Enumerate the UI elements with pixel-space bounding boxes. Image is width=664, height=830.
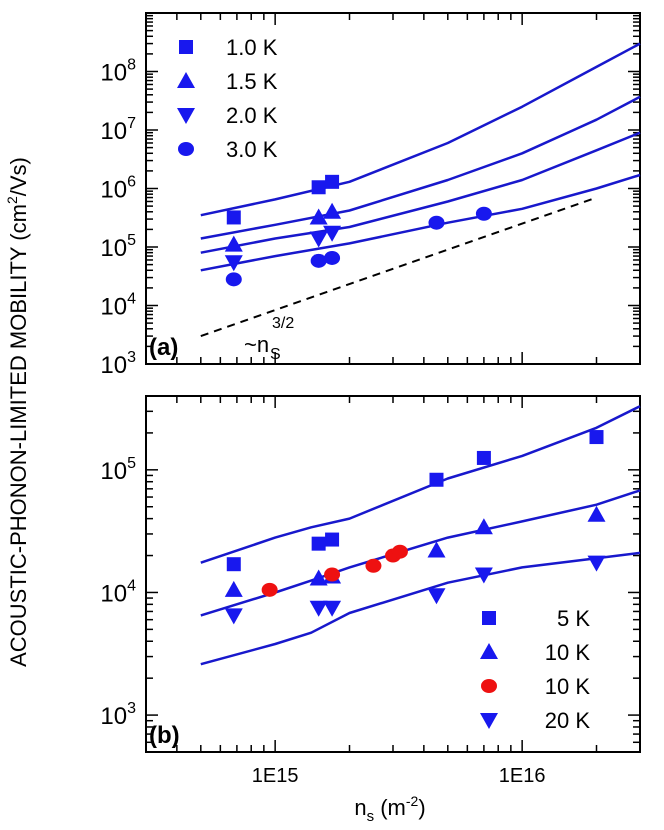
legend-marker [482, 611, 496, 625]
data-point [323, 202, 342, 219]
theory-curve [200, 489, 641, 617]
slope-annotation-exponent: 3/2 [272, 315, 294, 332]
data-point [365, 558, 382, 573]
data-point [226, 557, 241, 572]
x-tick-label: 1E15 [252, 765, 299, 787]
data-point [309, 600, 328, 617]
legend-marker [480, 713, 498, 729]
x-tick-label: 1E16 [499, 765, 546, 787]
legend-marker [481, 679, 497, 693]
legend-label: 20 K [545, 708, 591, 733]
data-point [309, 208, 328, 225]
data-point [589, 430, 604, 445]
data-point [224, 255, 243, 272]
y-tick-label: 104 [100, 291, 136, 321]
y-tick-label: 108 [100, 57, 136, 87]
data-point [310, 253, 327, 268]
panel-label: (a) [149, 334, 178, 361]
theory-curve [200, 42, 641, 217]
legend-label: 2.0 K [226, 103, 278, 128]
y-tick-label: 103 [100, 700, 136, 730]
slope-annotation-subscript: S [270, 346, 281, 363]
data-point [311, 536, 326, 551]
theory-curve [200, 95, 641, 240]
data-point [474, 567, 493, 584]
y-tick-label: 107 [100, 115, 136, 145]
x-axis-label: ns (m-2) [354, 793, 425, 825]
y-tick-label: 103 [100, 349, 136, 379]
data-point [224, 580, 243, 597]
data-point [391, 544, 408, 559]
y-tick-label: 105 [100, 455, 136, 485]
legend-label: 1.0 K [226, 35, 278, 60]
legend-label: 10 K [545, 674, 591, 699]
legend-marker [178, 142, 194, 156]
data-point [476, 450, 491, 465]
data-point [324, 250, 341, 265]
data-point [311, 180, 326, 195]
y-tick-label: 105 [100, 232, 136, 262]
legend-label: 10 K [545, 640, 591, 665]
legend-label: 3.0 K [226, 137, 278, 162]
data-point [587, 555, 606, 572]
data-point [309, 569, 328, 586]
legend-marker [179, 40, 193, 54]
data-point [224, 235, 243, 252]
legend-label: 1.5 K [226, 69, 278, 94]
legend-marker [177, 72, 195, 88]
data-point [225, 272, 242, 287]
y-tick-label: 106 [100, 174, 136, 204]
plot-frame [145, 12, 641, 365]
data-point [428, 215, 445, 230]
panel-b: 103 104 105 1E15 1E16 5 K 10 K 10 K 20 K (b) [100, 395, 641, 787]
data-point [309, 231, 328, 248]
data-point [427, 588, 446, 605]
theory-curve [200, 131, 641, 254]
data-point [324, 567, 341, 582]
legend-marker [177, 108, 195, 124]
data-point [427, 541, 446, 558]
legend-label: 5 K [557, 606, 590, 631]
dashed-reference-line [200, 196, 597, 338]
data-point [325, 174, 340, 189]
data-point [587, 505, 606, 522]
data-point [323, 225, 342, 242]
y-axis-label: ACOUSTIC-PHONON-LIMITED MOBILITY (cm2/Vs… [4, 157, 31, 667]
data-point [325, 532, 340, 547]
theory-curve [200, 405, 641, 564]
legend-marker [480, 643, 498, 659]
data-point [224, 608, 243, 625]
slope-annotation: ~n [244, 332, 269, 357]
data-point [226, 210, 241, 225]
y-tick-label: 104 [100, 577, 136, 607]
panel-a: 103 104 105 106 107 108 1.0 K 1.5 K 2.0 K 3.0 K (a… [100, 12, 641, 379]
data-point [474, 518, 493, 535]
data-point [323, 600, 342, 617]
theory-curve [200, 173, 641, 272]
data-point [429, 472, 444, 487]
panel-label: (b) [149, 722, 180, 749]
theory-curve [200, 551, 641, 666]
data-point [261, 582, 278, 597]
data-point [475, 206, 492, 221]
